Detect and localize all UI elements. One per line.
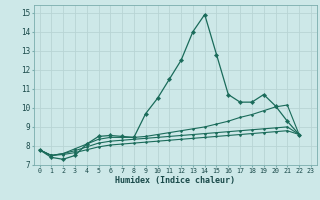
X-axis label: Humidex (Indice chaleur): Humidex (Indice chaleur) (115, 176, 235, 185)
